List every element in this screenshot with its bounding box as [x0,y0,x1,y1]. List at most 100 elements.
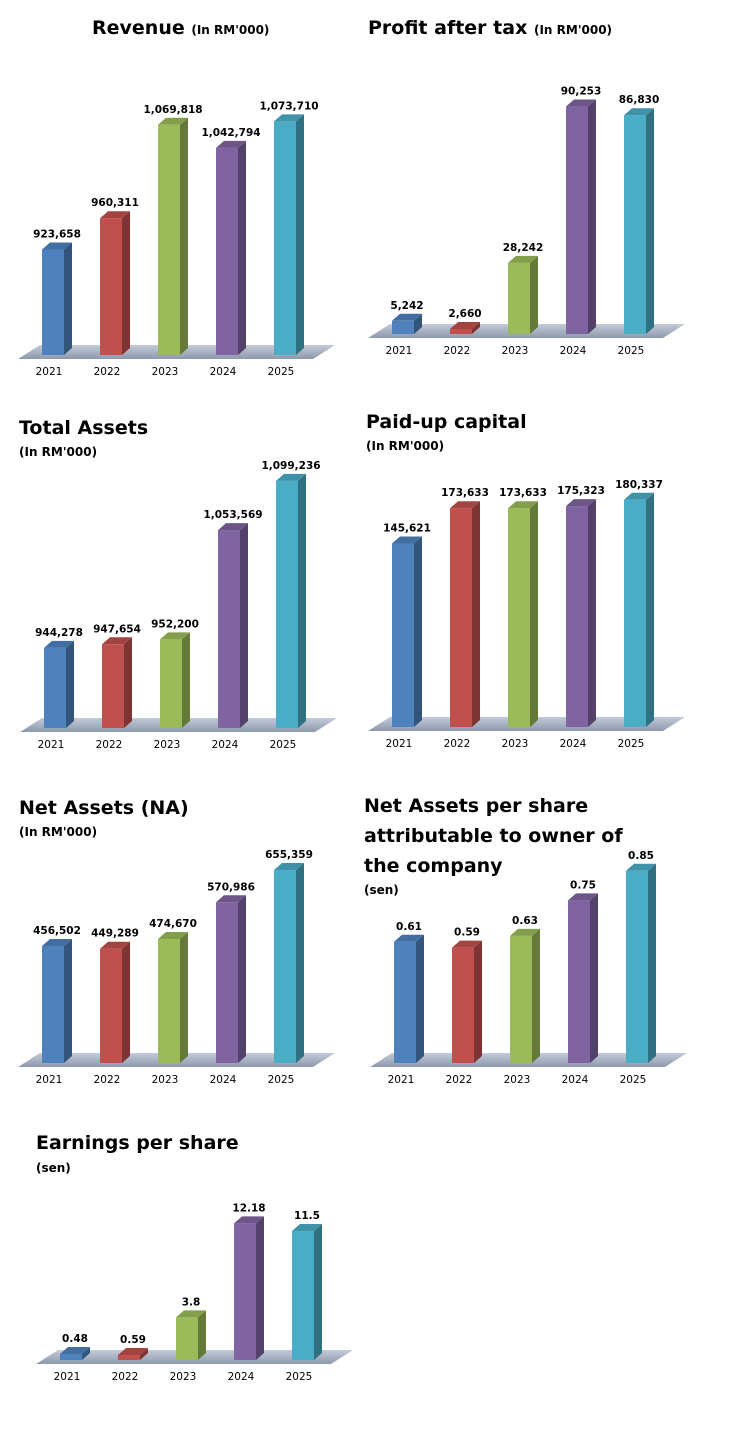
paidup-data-label: 180,337 [615,479,663,491]
bar-side [198,1310,206,1360]
net-assets-x-tick: 2024 [210,1074,237,1086]
eps-x-tick: 2024 [228,1371,255,1383]
bar-top [102,637,132,645]
paidup-data-label: 175,323 [557,485,605,497]
total-assets-data-label: 1,099,236 [261,460,320,472]
total-assets-unit: (In RM'000) [19,445,98,459]
bar-side [180,932,188,1063]
bar-top [274,863,304,871]
paidup-data-label: 145,621 [383,523,431,535]
bar-front [274,870,296,1063]
paidup-data-label: 173,633 [441,487,489,499]
bar-front [392,543,414,727]
revenue-chart: 923,658 2021 960,311 2022 1,069,818 2023 1,042… [18,100,335,378]
total-assets-chart: 944,278 2021 947,654 2022 952,200 2023 1,053,5… [20,460,337,751]
bar-front [626,870,648,1063]
bar-side [648,863,656,1063]
eps-data-label: 11.5 [294,1210,320,1222]
profit-title: Profit after tax (In RM'000) [368,13,612,45]
bar-front [274,121,296,355]
bar-top [60,1347,90,1354]
net-assets-bar-2021 [42,938,72,1063]
bar-top [218,523,248,531]
paidup-bar-2025 [624,492,654,727]
na-per-share-bar-2025 [626,863,656,1063]
bar-side [590,893,598,1063]
total-assets-x-tick: 2021 [38,739,65,751]
eps-unit: (sen) [36,1161,71,1175]
bar-side [414,536,422,727]
revenue-data-label: 923,658 [33,228,81,240]
bar-front [100,218,122,355]
bar-top [624,492,654,500]
bar-top [450,501,480,509]
bar-top [508,255,538,263]
eps-chart: 0.48 2021 0.59 2022 3.8 2023 12.18 2024 11.5 2025 [36,1202,353,1383]
bar-front [276,480,298,728]
paidup-x-tick: 2022 [444,738,471,750]
eps-x-tick: 2023 [170,1371,197,1383]
paidup-x-tick: 2021 [386,738,413,750]
revenue-title: Revenue (In RM'000) [92,13,269,45]
bar-front [42,249,64,355]
na-per-share-bar-2024 [568,893,598,1063]
bar-front [508,262,530,334]
revenue-x-tick: 2024 [210,366,237,378]
na-per-share-x-tick: 2023 [504,1074,531,1086]
total-assets-bar-2024 [218,523,248,728]
profit-data-label: 5,242 [390,300,423,312]
profit-title-text: Profit after tax [368,17,528,39]
bar-front [450,329,472,334]
paidup-x-tick: 2024 [560,738,587,750]
na-per-share-x-tick: 2025 [620,1074,647,1086]
bar-front [160,639,182,728]
net-assets-data-label: 474,670 [149,918,197,930]
bar-side [82,1347,90,1360]
revenue-bar-2021 [42,242,72,355]
eps-title: Earnings per share [36,1132,239,1154]
na-per-share-x-tick: 2021 [388,1074,415,1086]
total-assets-data-label: 947,654 [93,623,141,635]
na-per-share-data-label: 0.75 [570,879,596,891]
bar-front [102,644,124,728]
paidup-chart: 145,621 2021 173,633 2022 173,633 2023 175,323… [368,479,685,750]
bar-front [568,900,590,1063]
bar-side [414,313,422,334]
net-assets-data-label: 655,359 [265,849,313,861]
bar-top [508,501,538,509]
na-per-share-bar-2023 [510,928,540,1063]
profit-chart: 5,242 2021 2,660 2022 28,242 2023 90,253 2024 86… [368,86,685,357]
bar-top [510,928,540,936]
bar-front [292,1231,314,1360]
paidup-unit: (In RM'000) [366,439,445,453]
bar-top [100,211,130,219]
bar-side [122,211,130,355]
profit-data-label: 90,253 [561,86,602,98]
bar-side [180,117,188,355]
revenue-bar-2025 [274,114,304,355]
profit-x-tick: 2024 [560,345,587,357]
bar-front [218,530,240,728]
net-assets-data-label: 449,289 [91,928,139,940]
bar-front [394,941,416,1063]
total-assets-data-label: 944,278 [35,627,83,639]
na-per-share-x-tick: 2022 [446,1074,473,1086]
eps-bar-2023 [176,1310,206,1360]
revenue-x-tick: 2025 [268,366,295,378]
bar-side [124,637,132,728]
bar-top [566,499,596,507]
eps-x-tick: 2021 [54,1371,81,1383]
bar-side [296,863,304,1063]
eps-x-tick: 2022 [112,1371,139,1383]
net-assets-title: Net Assets (NA) [19,797,189,819]
bar-side [646,492,654,727]
eps-bar-2025 [292,1224,322,1360]
total-assets-x-tick: 2023 [154,739,181,751]
bar-top [44,640,74,648]
net-assets-data-label: 570,986 [207,881,255,893]
net-assets-bar-2025 [274,863,304,1063]
bar-top [158,932,188,940]
total-assets-x-tick: 2022 [96,739,123,751]
bar-side [532,928,540,1063]
